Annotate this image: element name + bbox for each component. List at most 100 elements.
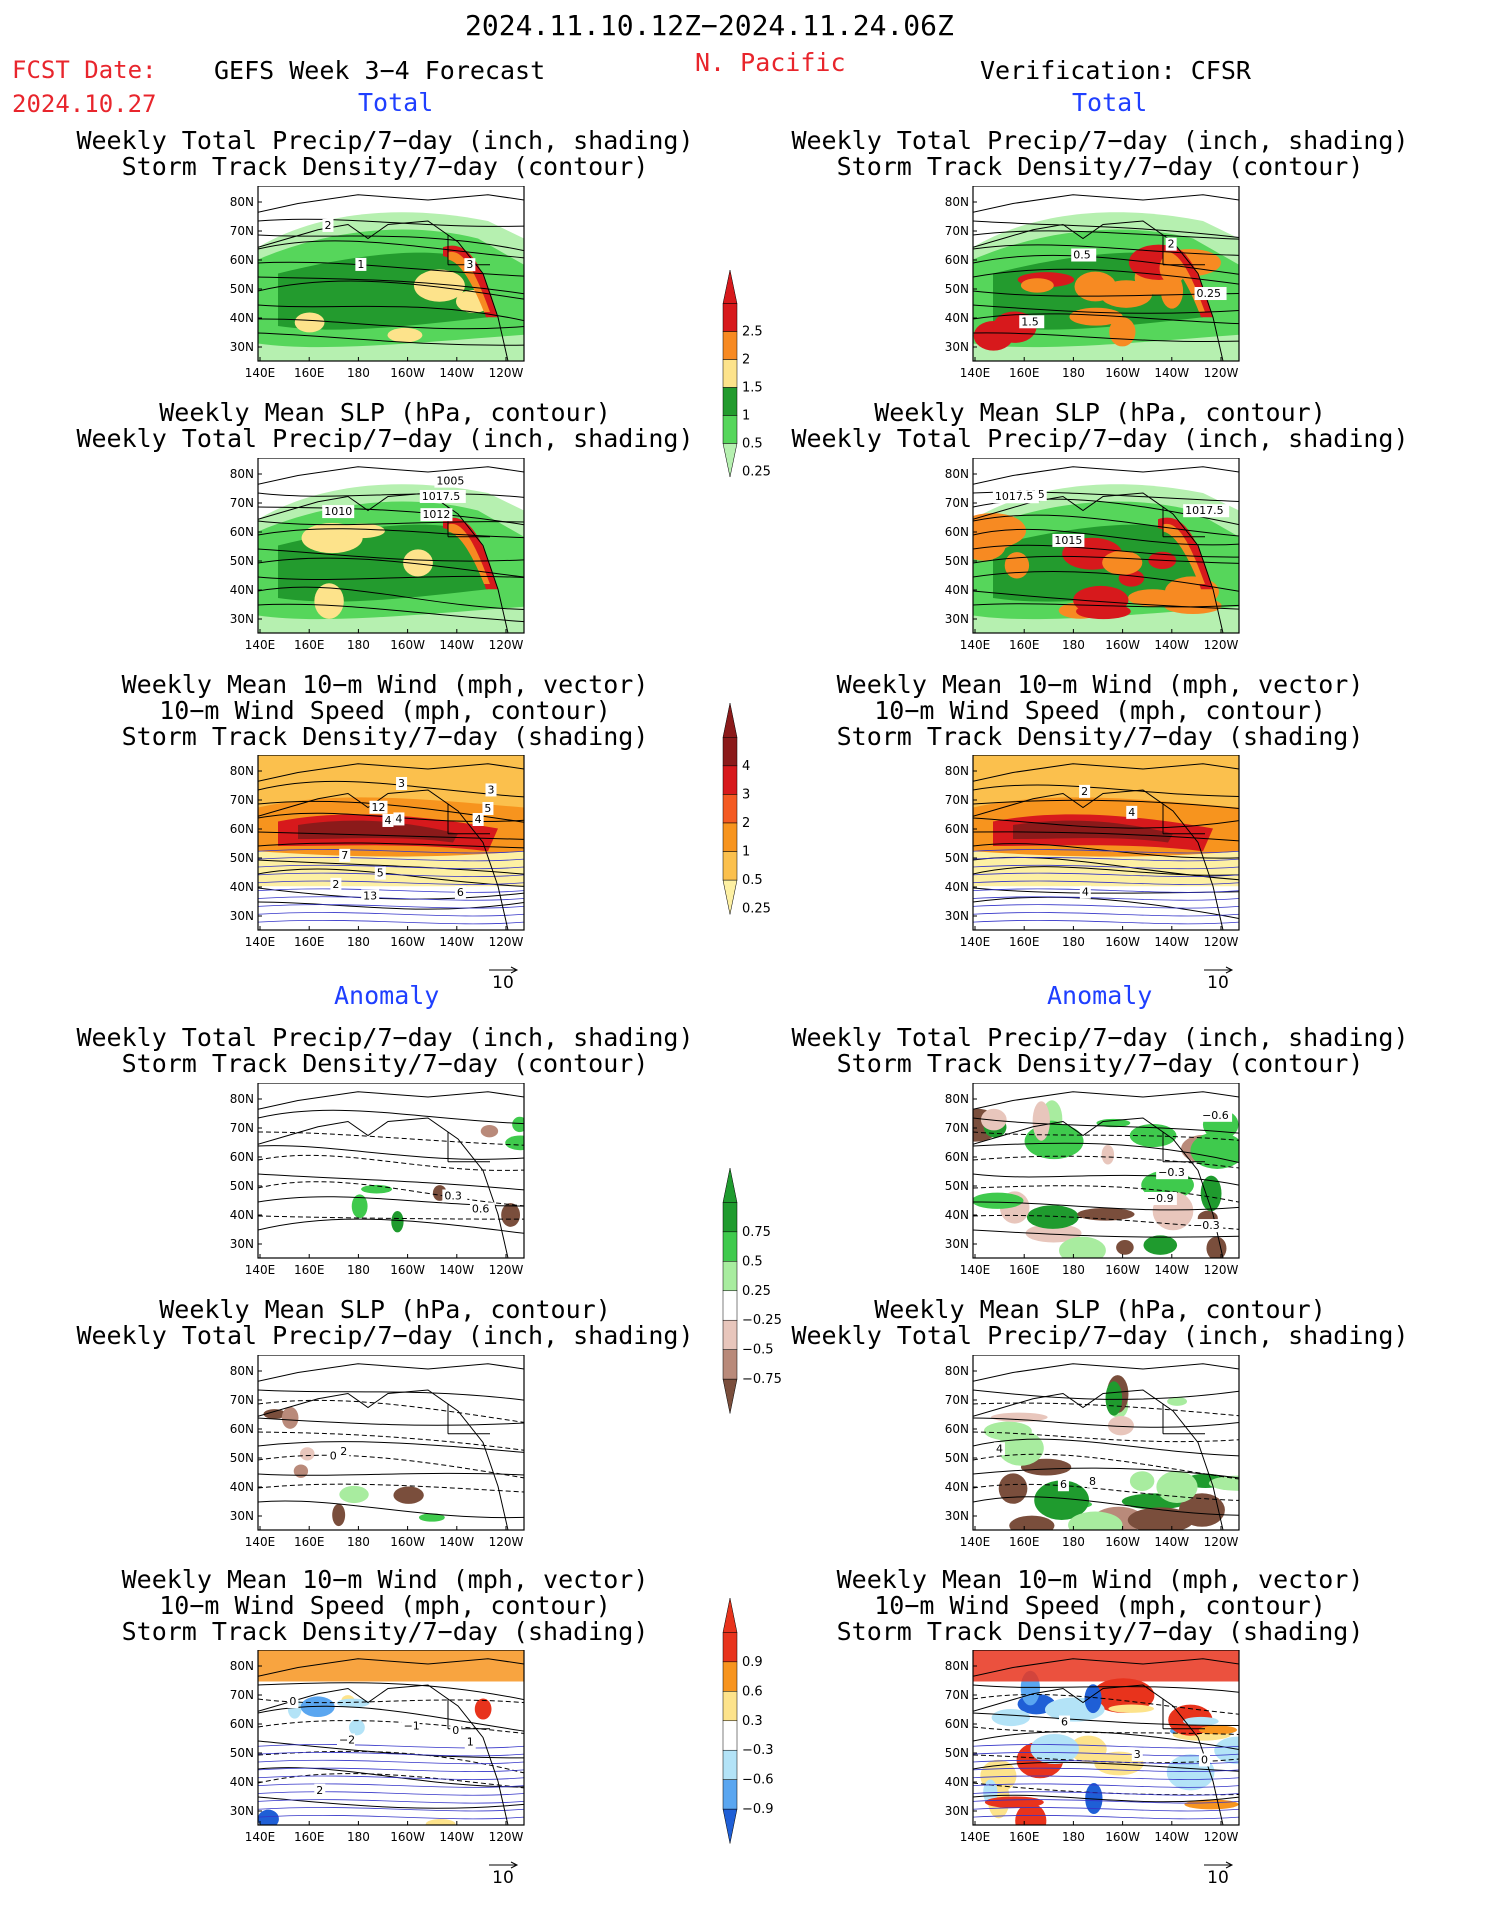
lat-tick-label: 60N (230, 525, 254, 539)
lon-tick-label: 140W (1154, 935, 1189, 949)
panel-title-1-fc-line1: Weekly Total Precip/7−day (inch, shading… (76, 126, 694, 155)
contour-label: 12 (369, 800, 388, 814)
contour-label: 1 (355, 257, 367, 271)
lon-tick-label: 160E (1009, 1830, 1039, 1844)
lat-tick-label: 50N (230, 282, 254, 296)
lat-tick-label: 60N (230, 1150, 254, 1164)
contour-label: 6 (1057, 1478, 1069, 1492)
contour-label: 0 (450, 1723, 462, 1737)
contour-label: 0.6 (469, 1202, 495, 1216)
panel-title-2-ob-line2: Weekly Total Precip/7−day (inch, shading… (791, 424, 1409, 453)
vector-reference: 10 (1204, 966, 1234, 993)
vector-reference: 10 (489, 966, 519, 993)
contour-label: 2 (1165, 237, 1177, 251)
panel-title-3-fc-line3: Storm Track Density/7−day (shading) (121, 722, 649, 751)
svg-text:−2: −2 (339, 1733, 355, 1746)
anomaly-label-right: Anomaly (1047, 981, 1153, 1010)
lat-tick-label: 80N (230, 1659, 254, 1673)
lat-tick-label: 70N (230, 1393, 254, 1407)
lat-tick-label: 30N (230, 909, 254, 923)
contour-label: 0 (287, 1695, 299, 1709)
contour-label: 1010 (322, 505, 355, 519)
lat-tick-label: 70N (230, 224, 254, 238)
svg-text:2: 2 (1081, 785, 1088, 798)
lon-tick-label: 120W (489, 366, 524, 380)
lon-tick-label: 140W (1154, 1830, 1189, 1844)
lon-tick-label: 180 (1062, 1535, 1085, 1549)
model-title: GEFS Week 3−4 Forecast (214, 56, 546, 85)
anomaly-label-left: Anomaly (334, 981, 440, 1010)
panel-title-6-ob-line3: Storm Track Density/7−day (shading) (836, 1617, 1364, 1646)
panel-title-3-ob-line3: Storm Track Density/7−day (shading) (836, 722, 1364, 751)
svg-text:5: 5 (377, 867, 384, 880)
panel-title-4-ob-line2: Storm Track Density/7−day (contour) (836, 1049, 1364, 1078)
svg-text:−0.3: −0.3 (1158, 1166, 1185, 1179)
map-panel-3-ob: 2 4 4 80N 70N 60N 50N 40N 30N 140E 160E 180 160W 140W… (923, 755, 1269, 1000)
colorbar-tick-label: −0.75 (742, 1372, 782, 1387)
lat-tick-label: 40N (945, 1775, 969, 1789)
lon-tick-label: 120W (1204, 1830, 1239, 1844)
lat-tick-label: 60N (945, 1422, 969, 1436)
lon-tick-label: 120W (1204, 638, 1239, 652)
lon-tick-label: 140W (439, 1830, 474, 1844)
map-panel-6-fc: 0 −1 1 2 −2 0 80N 70N 60N 50N 40N 30N 140E 160E 180 160… (208, 1650, 554, 1895)
contour-label: 4 (393, 812, 405, 826)
svg-text:1005: 1005 (436, 475, 464, 488)
panel-title-5-ob-line1: Weekly Mean SLP (hPa, contour) (874, 1295, 1326, 1324)
svg-text:12: 12 (371, 801, 385, 814)
lat-tick-label: 30N (230, 340, 254, 354)
map-panel-1-fc: 2 3 1 80N 70N 60N 50N 40N 30N 140E 160E 180 160W 140W… (208, 186, 554, 431)
lon-tick-label: 160E (294, 1830, 325, 1844)
lon-tick-label: 160E (1009, 1263, 1039, 1277)
lon-tick-label: 160W (390, 1263, 425, 1277)
vector-reference: 10 (489, 1861, 519, 1888)
colorbar-tick-label: 0.5 (742, 436, 763, 451)
contour-label: 13 (361, 889, 380, 903)
svg-text:1: 1 (467, 1736, 474, 1749)
lat-tick-label: 30N (230, 1237, 254, 1251)
colorbar-tick-label: 0.25 (742, 464, 771, 479)
contour-label: −0.9 (1144, 1191, 1177, 1205)
colorbar-tick-label: −0.6 (742, 1773, 774, 1788)
lon-tick-label: 140E (960, 1263, 991, 1277)
svg-text:1017.5: 1017.5 (1185, 504, 1224, 517)
panel-title-2-ob-line1: Weekly Mean SLP (hPa, contour) (874, 398, 1326, 427)
svg-text:6: 6 (1060, 1478, 1067, 1491)
svg-text:1012: 1012 (422, 508, 450, 521)
svg-text:4: 4 (1082, 886, 1089, 899)
lon-tick-label: 160W (390, 935, 425, 949)
colorbar-precip-total: 2.5 2 1.5 1 0.5 0.25 (718, 269, 798, 529)
contour-label: 1 (464, 1735, 476, 1749)
lat-tick-label: 70N (945, 793, 969, 807)
map-panel-1-ob: 0.5 0.25 2 1.5 80N 70N 60N 50N 40N 30N 140E 160E 180… (923, 186, 1269, 431)
lat-tick-label: 40N (945, 311, 969, 325)
lat-tick-label: 30N (945, 909, 969, 923)
svg-text:0.5: 0.5 (1073, 249, 1091, 262)
lon-tick-label: 140W (439, 366, 474, 380)
lon-tick-label: 160W (390, 638, 425, 652)
lat-tick-label: 80N (945, 764, 969, 778)
lat-tick-label: 60N (945, 253, 969, 267)
lon-tick-label: 140E (245, 638, 276, 652)
lat-tick-label: 70N (945, 1393, 969, 1407)
lon-tick-label: 140W (1154, 366, 1189, 380)
lat-tick-label: 80N (945, 467, 969, 481)
lat-tick-label: 60N (230, 822, 254, 836)
svg-text:2: 2 (324, 219, 331, 232)
contour-label: −0.3 (1191, 1219, 1224, 1233)
map-panel-3-fc: 2 3 3 4 5 7 4 5 6 12 13 4 80N 70N 60N 50N 40N 30N 140E 160E… (208, 755, 554, 1000)
colorbar-tick-label: 0.5 (742, 873, 763, 888)
svg-text:1: 1 (357, 258, 364, 271)
contour-label: 0.5 (1071, 248, 1097, 262)
svg-text:0: 0 (1201, 1753, 1208, 1766)
lat-tick-label: 30N (230, 612, 254, 626)
contour-label: 8 (1087, 1474, 1099, 1488)
lat-tick-label: 60N (230, 253, 254, 267)
lat-tick-label: 70N (230, 793, 254, 807)
colorbar-tick-label: 2.5 (742, 325, 763, 340)
lat-tick-label: 60N (945, 822, 969, 836)
contour-label: 1017.5 (992, 490, 1039, 504)
lat-tick-label: 40N (230, 1775, 254, 1789)
lat-tick-label: 50N (230, 554, 254, 568)
